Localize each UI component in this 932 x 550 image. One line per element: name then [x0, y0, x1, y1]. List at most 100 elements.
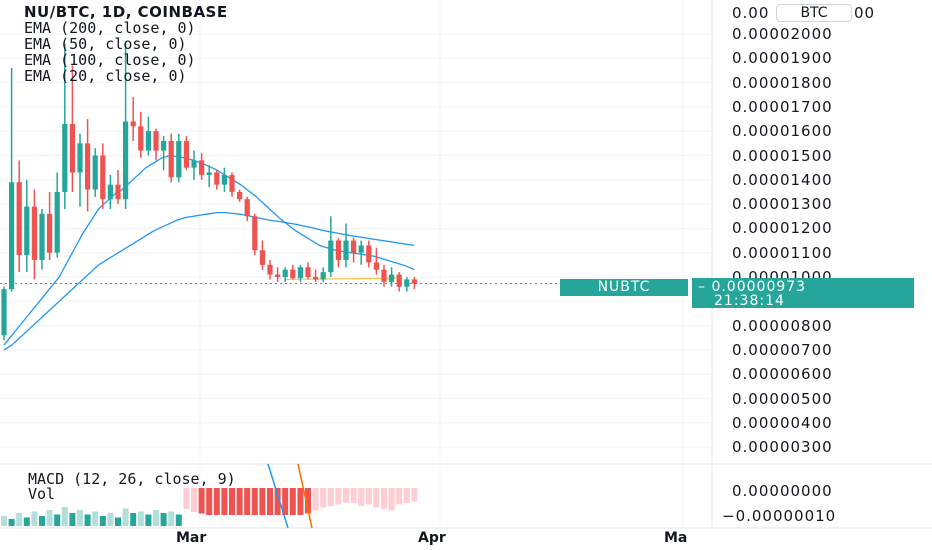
- price-tick-0: 0.00002000: [732, 25, 833, 43]
- macd-bar-44: [335, 488, 342, 505]
- candle-body-47: [358, 245, 364, 253]
- macd-bar-48: [365, 488, 372, 505]
- candle-body-4: [31, 206, 37, 260]
- price-tick-5: 0.00001500: [732, 146, 833, 165]
- candle-body-49: [373, 262, 379, 270]
- last-price-value: 0.00000973: [711, 279, 807, 295]
- candle-body-20: [153, 131, 159, 151]
- macd-bar-51: [388, 488, 395, 511]
- macd-bar-4: [31, 511, 38, 526]
- macd-bar-49: [373, 488, 380, 508]
- candle-body-6: [47, 213, 53, 253]
- macd-bar-20: [153, 510, 159, 526]
- candle-body-38: [290, 269, 296, 279]
- candle-body-45: [343, 240, 349, 260]
- price-tick-16: 0.00000400: [732, 413, 833, 432]
- vol-label[interactable]: Vol: [28, 485, 56, 503]
- candle-body-5: [39, 213, 45, 260]
- candle-body-33: [252, 216, 258, 251]
- price-axis-top-partial: 0.00: [732, 4, 770, 22]
- macd-line: [267, 463, 289, 529]
- macd-bar-35: [267, 488, 273, 515]
- candle-body-37: [282, 269, 288, 277]
- macd-bar-53: [403, 488, 410, 503]
- symbol-title[interactable]: NU/BTC, 1D, COINBASE: [24, 3, 228, 21]
- macd-bar-33: [251, 488, 258, 515]
- candle-body-11: [85, 143, 91, 190]
- macd-bar-6: [46, 510, 53, 526]
- macd-bar-13: [99, 516, 106, 526]
- macd-bar-47: [358, 488, 365, 506]
- price-tick-4: 0.00001600: [732, 122, 833, 141]
- candle-body-35: [267, 264, 273, 275]
- candle-body-12: [92, 155, 98, 190]
- macd-bar-9: [69, 513, 76, 526]
- macd-bar-28: [213, 488, 220, 515]
- price-tick-9: 0.00001100: [732, 243, 833, 262]
- candle-body-53: [404, 279, 410, 287]
- macd-bar-40: [305, 488, 311, 514]
- macd-bar-7: [54, 514, 61, 526]
- macd-bar-29: [221, 488, 228, 515]
- ema-100-label[interactable]: EMA (100, close, 0): [24, 51, 196, 69]
- macd-bar-39: [297, 488, 304, 515]
- candle-body-43: [328, 240, 334, 273]
- macd-bar-45: [343, 488, 349, 503]
- candle-body-41: [313, 277, 319, 280]
- ema-200-line: [285, 277, 400, 281]
- macd-bar-50: [381, 488, 387, 509]
- candle-body-36: [275, 274, 281, 277]
- macd-bar-42: [320, 488, 327, 508]
- last-price-label: – 0.00000973 21:38:14: [692, 278, 914, 308]
- candle-body-18: [138, 126, 144, 151]
- candle-body-3: [24, 206, 30, 256]
- candle-body-39: [297, 267, 303, 279]
- ema-50-label[interactable]: EMA (50, close, 0): [24, 35, 187, 53]
- candle-body-51: [389, 274, 395, 282]
- candle-body-16: [123, 121, 129, 200]
- macd-bar-26: [198, 488, 205, 514]
- ema-20-label[interactable]: EMA (20, close, 0): [24, 67, 187, 85]
- price-tick-1: 0.00001900: [732, 49, 833, 68]
- symbol-price-badge[interactable]: NUBTC: [560, 279, 688, 296]
- candle-body-34: [259, 250, 265, 265]
- candle-body-24: [183, 140, 189, 168]
- candle-body-30: [229, 174, 235, 192]
- ema-200-label[interactable]: EMA (200, close, 0): [24, 19, 196, 37]
- macd-bar-16: [122, 508, 129, 526]
- ema-50-line: [3, 211, 415, 351]
- macd-bar-14: [107, 513, 114, 526]
- macd-bar-30: [229, 488, 235, 515]
- candle-body-8: [62, 123, 68, 192]
- price-tick-3: 0.00001700: [732, 97, 833, 116]
- macd-axis-neg: −0.00000010: [722, 507, 837, 525]
- candle-body-25: [191, 160, 197, 168]
- price-axis-top-tail: 00: [854, 4, 876, 22]
- macd-bar-34: [259, 488, 266, 515]
- bar-countdown: 21:38:14: [714, 293, 785, 309]
- macd-bar-1: [8, 519, 15, 526]
- price-tick-2: 0.00001800: [732, 73, 833, 92]
- candle-body-48: [366, 245, 372, 263]
- x-label-may: Ma: [664, 530, 688, 546]
- macd-bar-3: [23, 517, 30, 526]
- macd-bar-11: [84, 514, 91, 526]
- macd-bar-23: [175, 514, 182, 526]
- macd-bar-32: [244, 488, 251, 515]
- candle-body-1: [9, 182, 15, 290]
- candle-body-10: [77, 143, 83, 173]
- price-tick-13: 0.00000700: [732, 340, 833, 359]
- candle-body-32: [244, 199, 250, 217]
- macd-bar-8: [61, 507, 68, 526]
- candle-body-26: [199, 160, 205, 175]
- currency-badge[interactable]: BTC: [776, 4, 852, 22]
- candle-body-22: [168, 140, 174, 178]
- macd-bar-22: [168, 511, 175, 526]
- macd-bar-25: [191, 488, 197, 512]
- macd-bar-19: [145, 514, 152, 526]
- macd-bar-21: [160, 513, 167, 526]
- candle-body-14: [107, 184, 113, 200]
- candle-body-42: [320, 272, 326, 280]
- macd-label[interactable]: MACD (12, 26, close, 9): [28, 470, 236, 488]
